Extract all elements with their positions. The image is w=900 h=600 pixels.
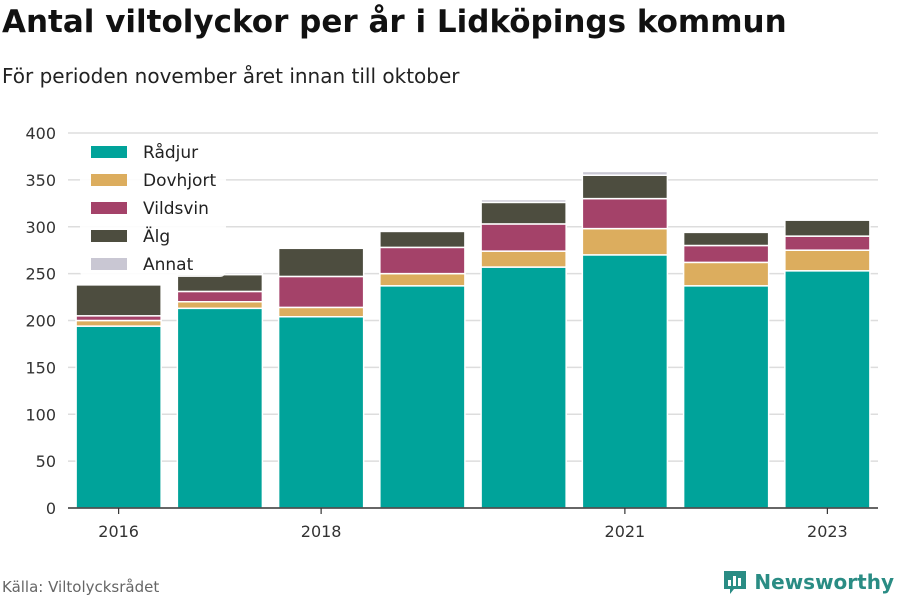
y-tick-label: 350 bbox=[25, 171, 56, 190]
y-tick-label: 150 bbox=[25, 358, 56, 377]
legend: Rådjur Dovhjort Vildsvin Älg Annat bbox=[80, 137, 226, 277]
y-tick-label: 50 bbox=[36, 452, 56, 471]
bar-segment bbox=[581, 254, 669, 509]
bar-segment bbox=[277, 316, 365, 509]
bar-segment bbox=[480, 201, 567, 225]
bar-segment bbox=[682, 231, 770, 247]
bar-segment bbox=[784, 270, 871, 509]
bar-segment bbox=[379, 230, 466, 249]
x-tick-label: 2018 bbox=[301, 522, 342, 541]
bar-segment bbox=[75, 325, 162, 509]
bar-segment bbox=[480, 223, 567, 252]
bar-segment bbox=[682, 285, 770, 509]
bar-segment bbox=[277, 306, 365, 318]
chart-subtitle: För perioden november året innan till ok… bbox=[2, 64, 460, 88]
legend-swatch bbox=[91, 258, 127, 270]
y-tick-label: 300 bbox=[25, 218, 56, 237]
y-tick-label: 250 bbox=[25, 265, 56, 284]
bar-segment bbox=[784, 219, 871, 237]
x-tick-label: 2023 bbox=[807, 522, 848, 541]
legend-swatch bbox=[91, 174, 127, 186]
y-tick-label: 100 bbox=[25, 405, 56, 424]
bar-segment bbox=[75, 284, 162, 317]
newsworthy-icon bbox=[724, 571, 747, 594]
x-tick-label: 2021 bbox=[605, 522, 646, 541]
bar-segment bbox=[480, 198, 567, 204]
bar-segment bbox=[784, 235, 871, 251]
bar-segment bbox=[581, 170, 669, 176]
source-note: Källa: Viltolycksrådet bbox=[2, 578, 160, 596]
bar-segment bbox=[480, 266, 567, 509]
bar-segment bbox=[480, 250, 567, 268]
legend-swatch bbox=[91, 230, 127, 242]
bar-segment bbox=[581, 174, 669, 200]
bar-segment bbox=[176, 273, 264, 293]
bar-segment bbox=[176, 301, 264, 310]
bar-segment bbox=[176, 307, 264, 509]
bar-segment bbox=[379, 285, 466, 509]
bar-segment bbox=[277, 247, 365, 278]
bar-segment bbox=[682, 261, 770, 287]
legend-label: Annat bbox=[143, 255, 194, 275]
bar-segment bbox=[176, 290, 264, 303]
legend-label: Vildsvin bbox=[143, 199, 209, 219]
legend-swatch bbox=[91, 146, 127, 158]
bar-segment bbox=[682, 244, 770, 264]
legend-label: Älg bbox=[143, 226, 170, 247]
y-tick-label: 400 bbox=[25, 124, 56, 143]
chart-title: Antal viltolyckor per år i Lidköpings ko… bbox=[2, 4, 787, 40]
bar-segment bbox=[581, 197, 669, 230]
x-tick-label: 2016 bbox=[98, 522, 139, 541]
bar-segment bbox=[75, 319, 162, 327]
legend-swatch bbox=[91, 202, 127, 214]
bar-segment bbox=[784, 249, 871, 272]
y-tick-label: 200 bbox=[25, 312, 56, 331]
x-axis: 2016 2018 2021 2023 bbox=[68, 507, 878, 541]
brand-logo: Newsworthy bbox=[722, 569, 894, 595]
bar-segment bbox=[379, 246, 466, 275]
y-tick-label: 0 bbox=[46, 499, 56, 518]
bars bbox=[75, 170, 871, 509]
bar-segment bbox=[277, 275, 365, 309]
bar-segment bbox=[581, 227, 669, 256]
legend-label: Rådjur bbox=[143, 142, 198, 163]
bar-segment bbox=[379, 272, 466, 287]
brand-name: Newsworthy bbox=[754, 570, 894, 594]
stacked-bar-chart: 0 50 100 150 200 250 300 350 400 2016 2018 2021 202… bbox=[25, 124, 878, 541]
legend-label: Dovhjort bbox=[143, 171, 216, 191]
